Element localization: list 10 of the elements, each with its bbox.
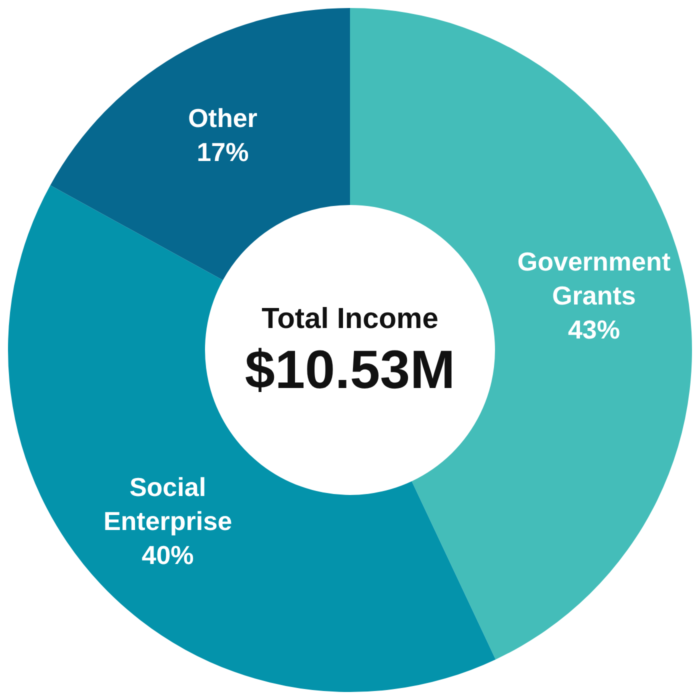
slice-label: Government Grants: [517, 246, 671, 310]
text: $10.53M: [244, 340, 456, 400]
donut-slice: [50, 8, 350, 280]
slice-label: Social Enterprise: [103, 472, 232, 536]
slice-label: Other: [188, 102, 258, 133]
data-label: 40%: [142, 540, 194, 570]
data-label: 17%: [196, 136, 249, 167]
data-label: 43%: [568, 314, 620, 344]
donut-slice: [8, 185, 496, 692]
text: Total Income: [262, 303, 438, 335]
